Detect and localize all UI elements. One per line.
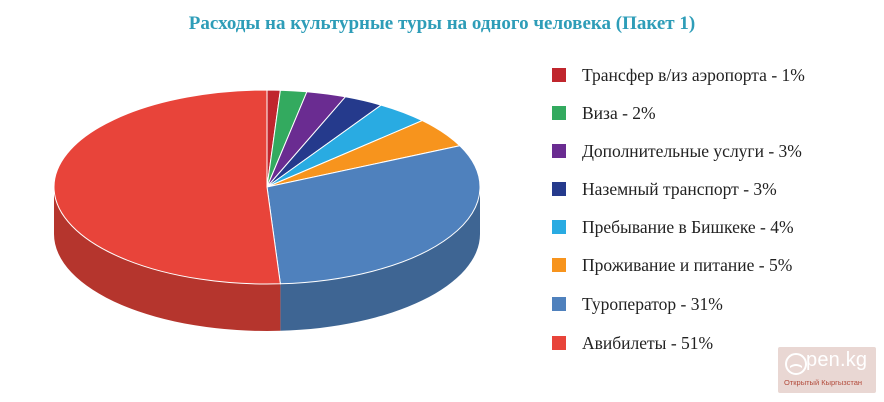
- book-icon: [785, 353, 807, 375]
- legend-item: Трансфер в/из аэропорта - 1%: [552, 63, 805, 87]
- legend-label: Авибилеты - 51%: [582, 332, 714, 353]
- watermark-brand: pen.kg: [806, 349, 868, 371]
- pie-slice-7: [266, 145, 481, 285]
- legend-label: Проживание и питание - 5%: [582, 254, 793, 275]
- chart-legend: Трансфер в/из аэропорта - 1% Виза - 2% Доп…: [552, 0, 872, 402]
- pie-top: [53, 89, 481, 285]
- pie-sides: [54, 187, 480, 331]
- legend-swatch: [552, 258, 566, 272]
- legend-item: Туроператор - 31%: [552, 292, 723, 316]
- legend-swatch: [552, 336, 566, 350]
- legend-label: Виза - 2%: [582, 102, 656, 123]
- pie-side-8: [54, 187, 281, 331]
- legend-item: Виза - 2%: [552, 101, 656, 125]
- legend-swatch: [552, 68, 566, 82]
- chart-title: Расходы на культурные туры на одного чел…: [188, 13, 696, 34]
- legend-label: Наземный транспорт - 3%: [582, 178, 777, 199]
- legend-item: Дополнительные услуги - 3%: [552, 139, 802, 163]
- pie-side-7: [280, 187, 480, 331]
- pie-chart: [53, 89, 481, 331]
- watermark-tagline: Открытый Кыргызстан: [784, 378, 863, 387]
- watermark-logo: pen.kg Открытый Кыргызстан: [778, 347, 876, 393]
- legend-swatch: [552, 220, 566, 234]
- legend-swatch: [552, 106, 566, 120]
- pie-slice-8: [53, 89, 281, 285]
- legend-swatch: [552, 182, 566, 196]
- legend-label: Дополнительные услуги - 3%: [582, 140, 802, 161]
- legend-item: Авибилеты - 51%: [552, 331, 713, 355]
- legend-label: Туроператор - 31%: [582, 293, 723, 314]
- legend-item: Наземный транспорт - 3%: [552, 177, 777, 201]
- legend-label: Пребывание в Бишкеке - 4%: [582, 216, 794, 237]
- legend-item: Проживание и питание - 5%: [552, 253, 792, 277]
- legend-label: Трансфер в/из аэропорта - 1%: [582, 64, 805, 85]
- legend-swatch: [552, 144, 566, 158]
- legend-swatch: [552, 297, 566, 311]
- legend-item: Пребывание в Бишкеке - 4%: [552, 215, 794, 239]
